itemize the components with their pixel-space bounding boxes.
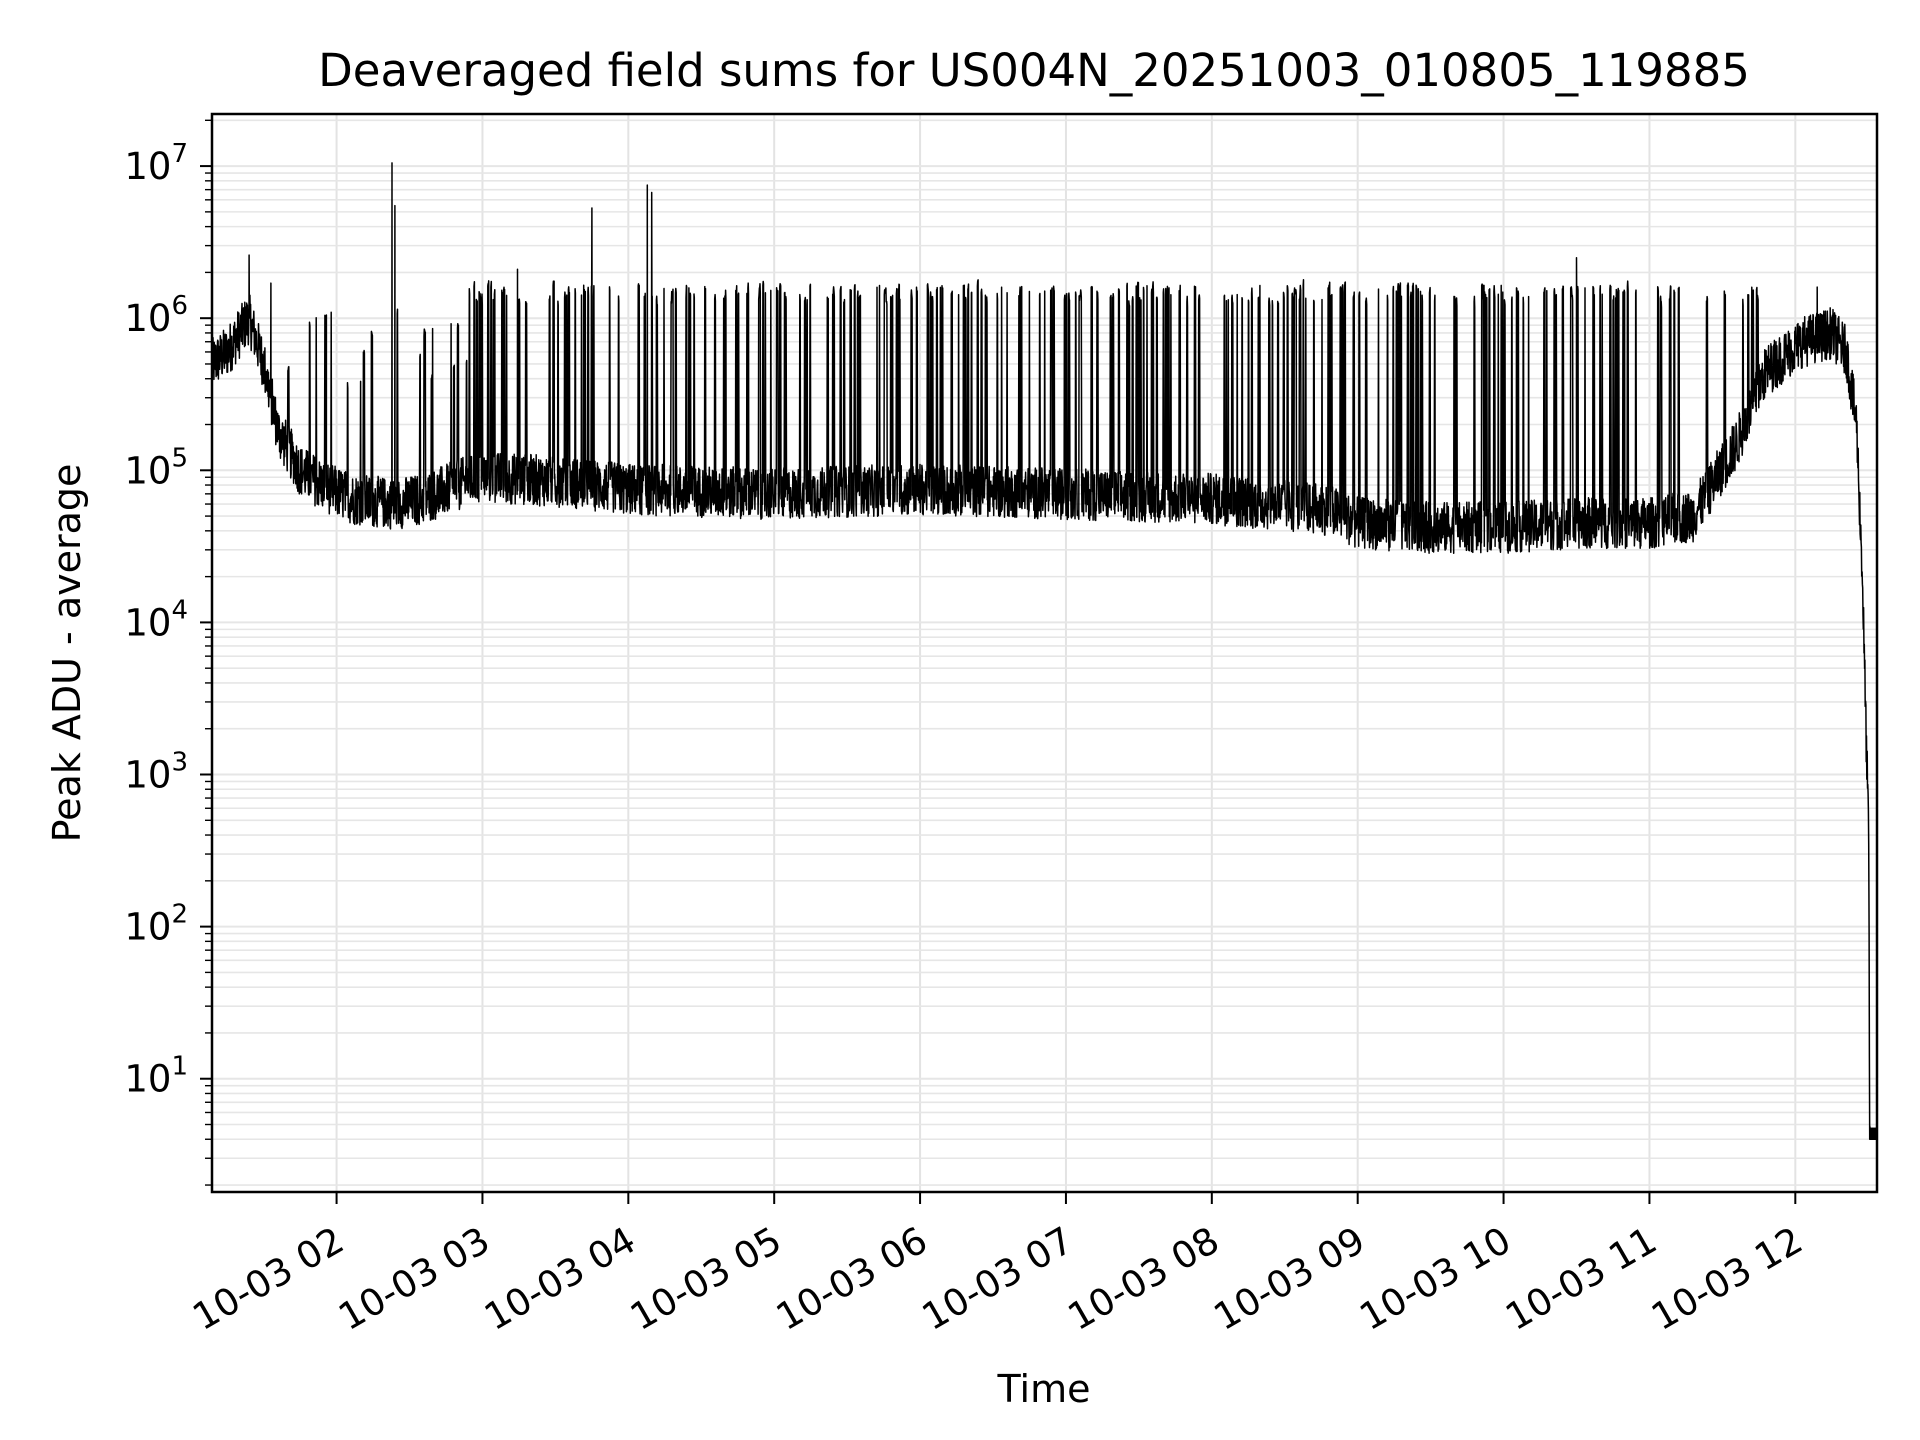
y-tick-base: 10 xyxy=(124,906,171,949)
data-layer xyxy=(211,162,1878,1141)
y-tick-label: 103 xyxy=(124,748,188,797)
y-tick-exponent: 5 xyxy=(171,443,188,473)
y-tick-label: 104 xyxy=(124,595,188,644)
chart-title: Deaveraged field sums for US004N_2025100… xyxy=(318,44,1750,97)
y-tick-base: 10 xyxy=(124,754,171,797)
y-axis-label: Peak ADU - average xyxy=(45,464,89,843)
y-tick-exponent: 2 xyxy=(171,900,188,930)
y-tick-label: 102 xyxy=(124,900,188,949)
y-tick-base: 10 xyxy=(124,601,171,644)
data-series-line xyxy=(211,162,1878,1141)
y-tick-base: 10 xyxy=(124,1058,171,1101)
y-tick-exponent: 7 xyxy=(171,139,188,169)
y-tick-exponent: 6 xyxy=(171,291,188,321)
y-tick-label: 106 xyxy=(124,291,188,340)
y-tick-exponent: 1 xyxy=(171,1052,188,1082)
y-tick-label: 101 xyxy=(124,1052,188,1101)
y-tick-base: 10 xyxy=(124,145,171,188)
plot-frame xyxy=(210,112,1879,1194)
y-tick-exponent: 3 xyxy=(171,748,188,778)
y-tick-exponent: 4 xyxy=(171,595,188,625)
y-tick-label: 105 xyxy=(124,443,188,492)
y-tick-base: 10 xyxy=(124,449,171,492)
x-axis-label: Time xyxy=(997,1367,1091,1411)
y-tick-base: 10 xyxy=(124,297,171,340)
y-tick-label: 107 xyxy=(124,139,188,188)
